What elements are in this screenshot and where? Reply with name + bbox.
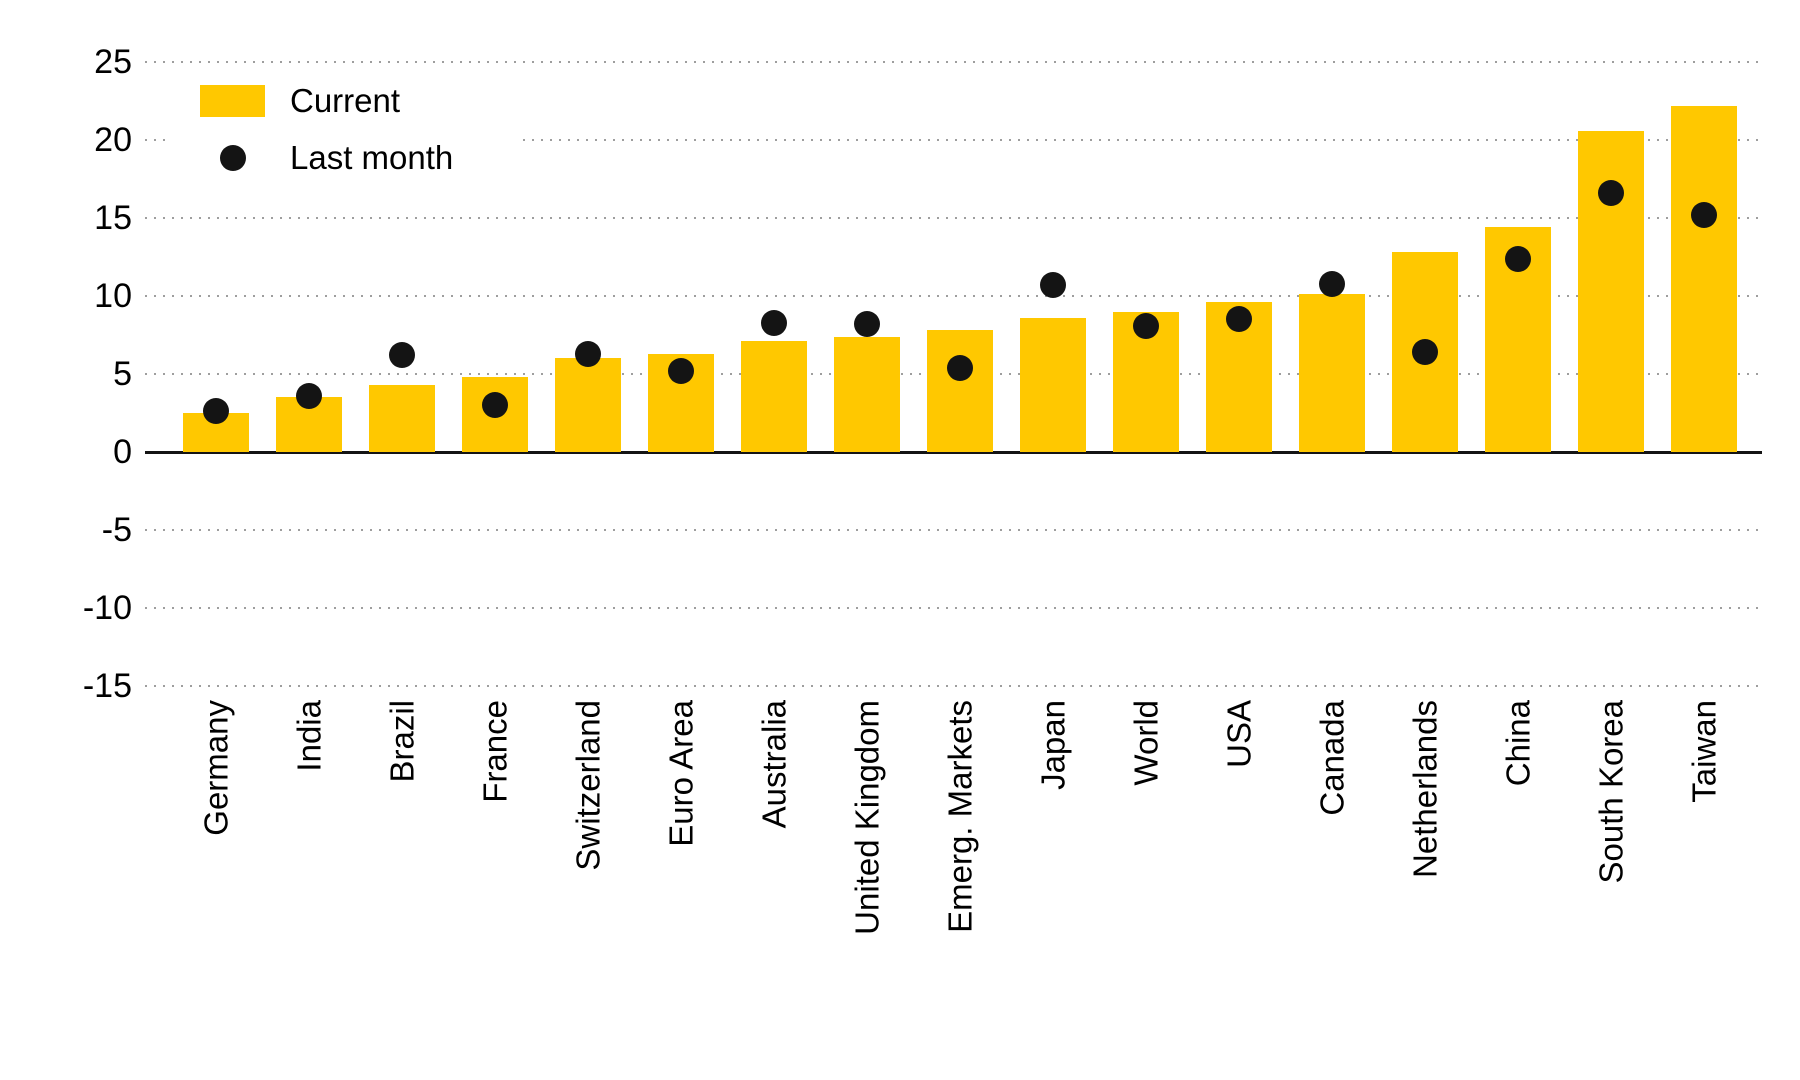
dot-India — [295, 382, 322, 409]
y-tick-label--15: -15 — [82, 667, 132, 705]
legend-current-swatch-wrap — [200, 84, 265, 117]
dot-USA — [1225, 306, 1252, 333]
bar-United Kingdom — [833, 336, 900, 452]
x-label-France: France — [476, 700, 513, 803]
dot-World — [1132, 312, 1159, 339]
gridline--10 — [145, 607, 1762, 609]
x-label-Euro Area: Euro Area — [662, 700, 699, 847]
dot-Netherlands — [1411, 339, 1438, 366]
bar-Australia — [740, 341, 807, 452]
dot-Euro Area — [667, 357, 694, 384]
x-label-cell: Brazil — [355, 700, 448, 970]
x-label-cell: World — [1099, 700, 1192, 970]
x-label-cell: Japan — [1006, 700, 1099, 970]
x-label-cell: Emerg. Markets — [913, 700, 1006, 970]
dot-South Korea — [1597, 180, 1624, 207]
x-label-Emerg. Markets: Emerg. Markets — [941, 700, 978, 933]
bar-Brazil — [368, 384, 435, 452]
dot-Emerg. Markets — [946, 354, 973, 381]
x-label-cell: Germany — [169, 700, 262, 970]
y-tick-label-5: 5 — [113, 355, 132, 393]
gridline-15 — [145, 217, 1762, 219]
dot-Canada — [1318, 270, 1345, 297]
x-label-Switzerland: Switzerland — [569, 700, 606, 871]
legend-last-month-label: Last month — [290, 139, 454, 176]
dot-France — [481, 392, 508, 419]
x-label-Australia: Australia — [755, 700, 792, 829]
x-label-World: World — [1127, 700, 1164, 786]
zero-axis-line — [145, 451, 1762, 454]
x-label-cell: Euro Area — [634, 700, 727, 970]
x-label-South Korea: South Korea — [1592, 700, 1629, 884]
dot-Switzerland — [574, 340, 601, 367]
x-label-cell: France — [448, 700, 541, 970]
gridline--15 — [145, 685, 1762, 687]
dot-Brazil — [388, 342, 415, 369]
x-label-China: China — [1499, 700, 1536, 787]
dot-China — [1504, 245, 1531, 272]
x-label-cell: Netherlands — [1378, 700, 1471, 970]
bar-Switzerland — [554, 358, 621, 452]
bar-Emerg. Markets — [926, 330, 993, 452]
x-label-cell: United Kingdom — [820, 700, 913, 970]
dot-United Kingdom — [853, 311, 880, 338]
x-label-cell: China — [1471, 700, 1564, 970]
legend-row-current: Current — [200, 84, 520, 117]
y-tick-label-10: 10 — [94, 277, 132, 315]
x-label-cell: Switzerland — [541, 700, 634, 970]
x-label-cell: Australia — [727, 700, 820, 970]
x-label-India: India — [290, 700, 327, 772]
x-label-Germany: Germany — [197, 700, 234, 836]
y-tick-label-0: 0 — [113, 433, 132, 471]
x-label-USA: USA — [1220, 700, 1257, 768]
bar-South Korea — [1577, 130, 1644, 452]
y-tick-label--5: -5 — [101, 511, 132, 549]
legend-current-label: Current — [290, 82, 401, 119]
dot-Australia — [760, 309, 787, 336]
gridline--5 — [145, 529, 1762, 531]
y-tick-label-20: 20 — [94, 121, 132, 159]
x-label-cell: Canada — [1285, 700, 1378, 970]
x-label-Japan: Japan — [1034, 700, 1071, 790]
bar-Japan — [1019, 317, 1086, 452]
bar-Canada — [1298, 294, 1365, 452]
legend-last-month-dot-wrap — [200, 144, 265, 171]
last-month-dot-icon — [219, 144, 246, 171]
x-label-United Kingdom: United Kingdom — [848, 700, 885, 935]
x-label-cell: Taiwan — [1657, 700, 1750, 970]
x-label-Canada: Canada — [1313, 700, 1350, 816]
x-label-cell: South Korea — [1564, 700, 1657, 970]
gridline-25 — [145, 61, 1762, 63]
legend-row-last-month: Last month — [200, 141, 520, 174]
current-bar-swatch-icon — [200, 84, 265, 117]
y-axis-labels: 25 20 15 10 5 0 -5 -10 -15 — [0, 45, 132, 703]
x-label-Taiwan: Taiwan — [1685, 700, 1722, 803]
dot-Japan — [1039, 272, 1066, 299]
x-label-Brazil: Brazil — [383, 700, 420, 783]
bar-Taiwan — [1670, 105, 1737, 452]
gridline-20 — [145, 139, 1762, 141]
x-axis-labels: Germany India Brazil France Switzerland Euro … — [169, 700, 1750, 970]
x-label-Netherlands: Netherlands — [1406, 700, 1443, 878]
legend: Current Last month — [170, 70, 520, 184]
gridline-10 — [145, 295, 1762, 297]
x-label-cell: USA — [1192, 700, 1285, 970]
x-label-cell: India — [262, 700, 355, 970]
dot-Taiwan — [1690, 201, 1717, 228]
dot-Germany — [202, 398, 229, 425]
y-tick-label--10: -10 — [82, 589, 132, 627]
y-tick-label-15: 15 — [94, 199, 132, 237]
y-tick-label-25: 25 — [94, 43, 132, 81]
plot-area: Current Last month — [145, 61, 1762, 687]
